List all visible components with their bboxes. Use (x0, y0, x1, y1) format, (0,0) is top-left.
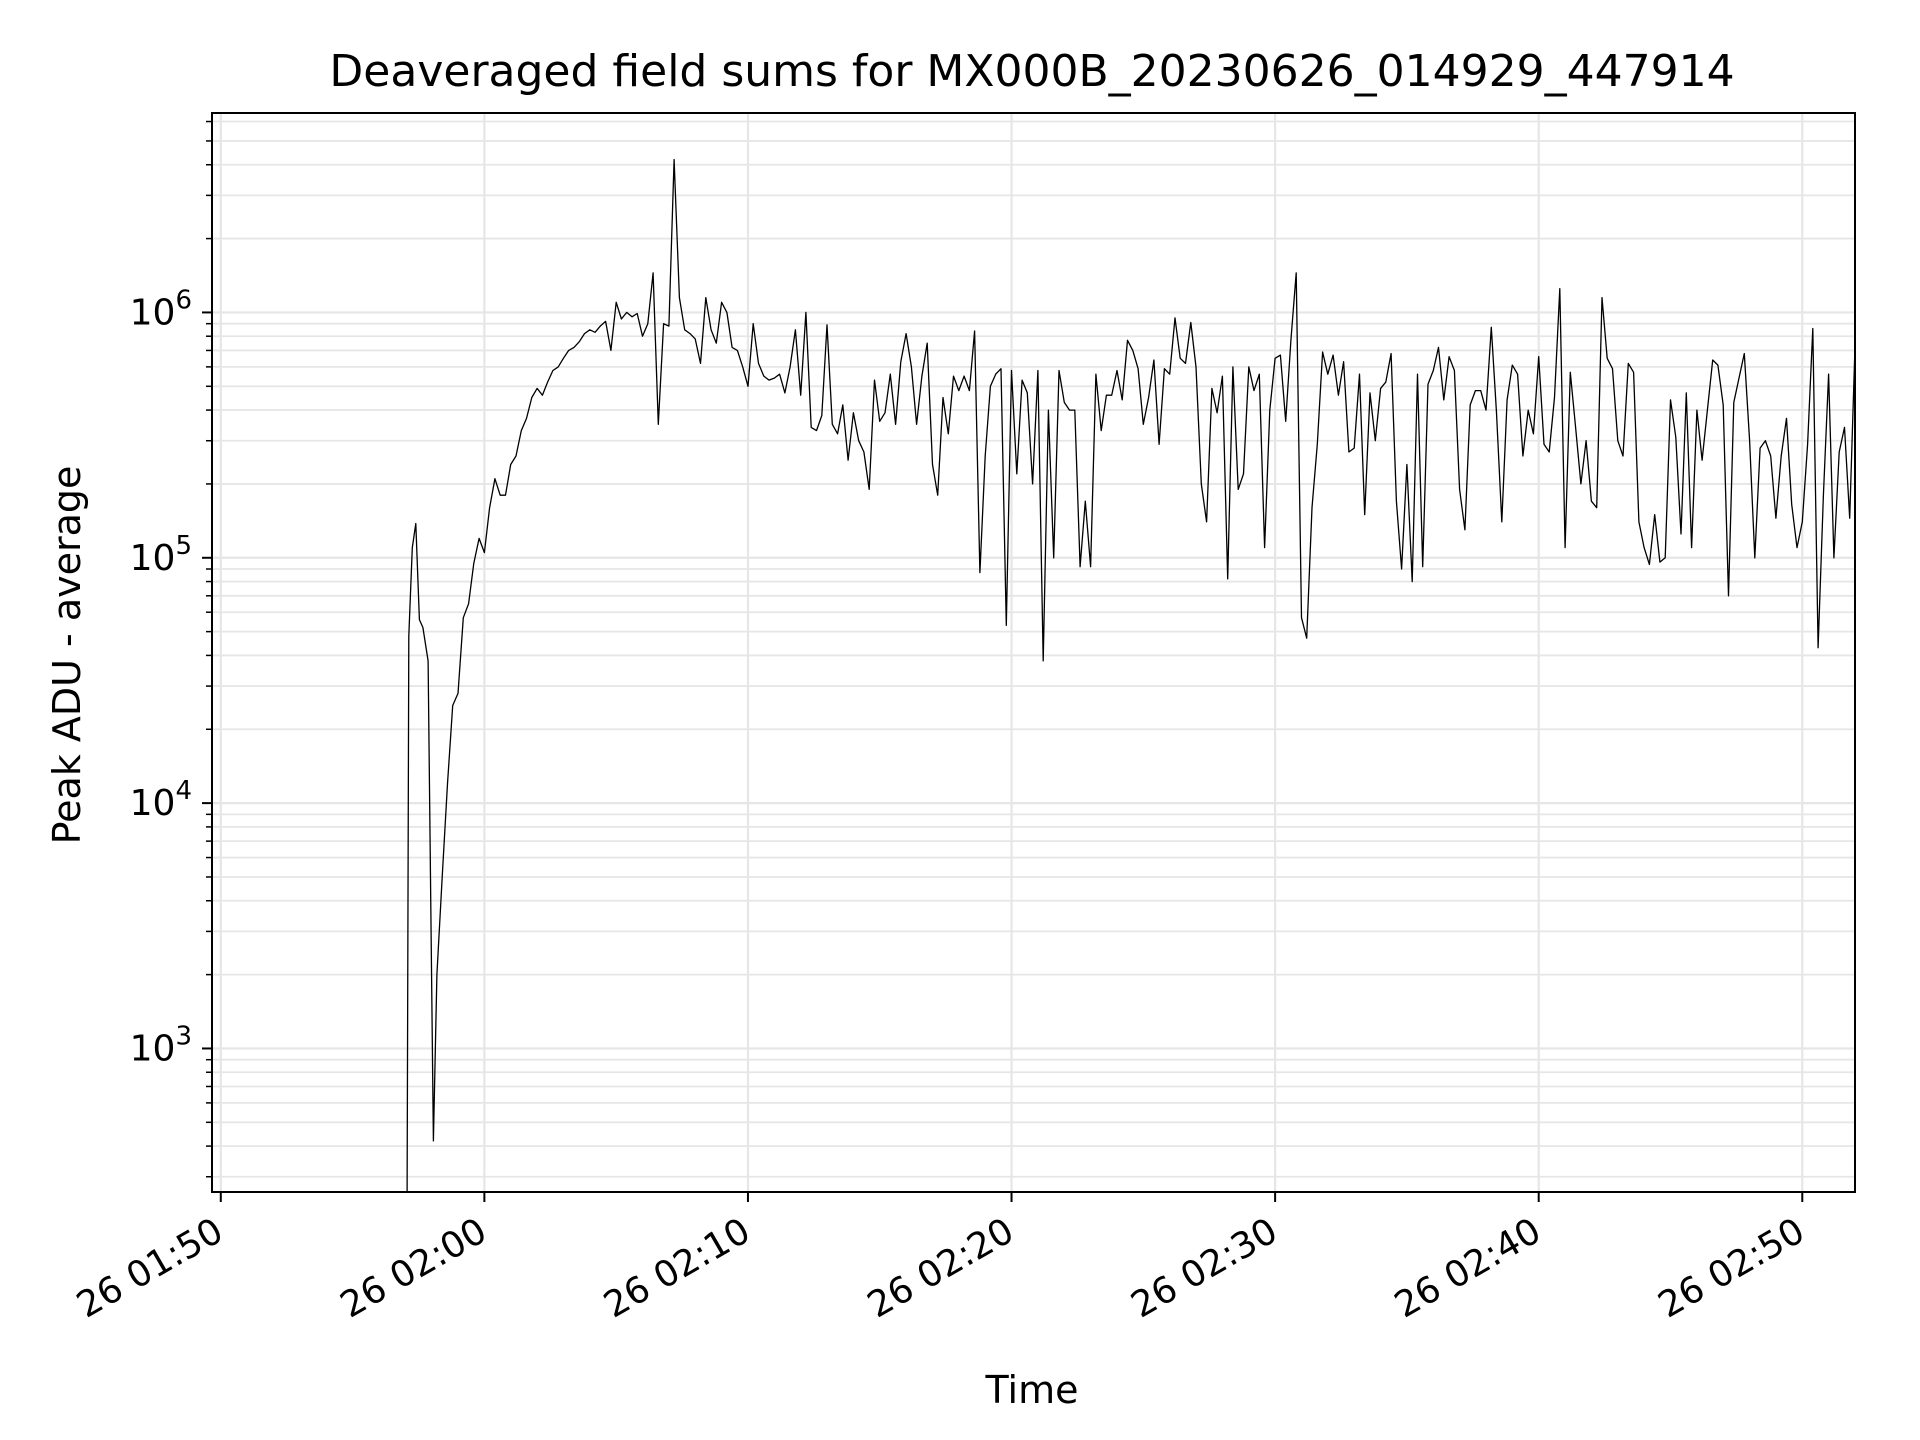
series-line (406, 158, 1856, 1193)
y-axis-label: Peak ADU - average (45, 466, 89, 845)
grid (212, 113, 1855, 1192)
series-layer (406, 158, 1856, 1193)
y-tick-label: 105 (130, 531, 192, 579)
x-axis-label: Time (985, 1368, 1079, 1412)
plot-frame (211, 112, 1856, 1193)
y-tick-label: 104 (130, 776, 192, 824)
chart-title: Deaveraged field sums for MX000B_2023062… (329, 46, 1734, 97)
y-tick-label: 106 (130, 285, 192, 333)
y-tick-label: 103 (130, 1021, 192, 1069)
